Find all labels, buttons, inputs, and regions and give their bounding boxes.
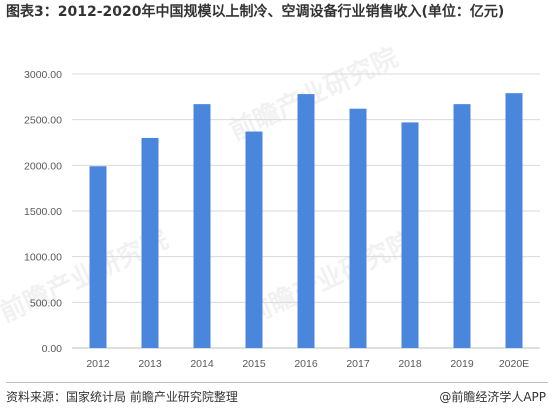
x-tick-label: 2014 bbox=[190, 358, 214, 370]
bar-2020E bbox=[505, 93, 523, 349]
y-tick-label: 3000.00 bbox=[24, 69, 62, 81]
x-tick-label: 2012 bbox=[86, 358, 110, 370]
bar-2013 bbox=[141, 137, 159, 348]
bar-2019 bbox=[453, 104, 471, 348]
bar-2018 bbox=[401, 122, 419, 348]
bar-2015 bbox=[245, 131, 263, 348]
source-text: 资料来源：国家统计局 前瞻产业研究院整理 bbox=[6, 390, 238, 404]
bar-chart: 0.00 500.00 1000.00 1500.00 2000.00 2500.00 30… bbox=[24, 69, 540, 370]
y-axis-ticks: 0.00 500.00 1000.00 1500.00 2000.00 2500.00 30… bbox=[24, 69, 62, 355]
bar-2012 bbox=[89, 166, 107, 348]
y-tick-label: 0.00 bbox=[42, 343, 63, 355]
x-axis-ticks: 2012 2013 2014 2015 2016 2017 2018 2019 2020E bbox=[86, 358, 529, 370]
y-tick-label: 2500.00 bbox=[24, 115, 62, 127]
bar-2016 bbox=[297, 94, 315, 349]
x-tick-label: 2013 bbox=[138, 358, 162, 370]
bar-2014 bbox=[193, 104, 211, 348]
x-tick-label: 2016 bbox=[294, 358, 318, 370]
x-tick-label: 2018 bbox=[398, 358, 422, 370]
x-tick-label: 2017 bbox=[346, 358, 370, 370]
y-tick-label: 1500.00 bbox=[24, 206, 62, 218]
x-tick-label: 2019 bbox=[450, 358, 474, 370]
y-tick-label: 2000.00 bbox=[24, 160, 62, 172]
chart-title: 图表3：2012-2020年中国规模以上制冷、空调设备行业销售收入(单位：亿元) bbox=[6, 4, 505, 20]
x-tick-label: 2015 bbox=[242, 358, 266, 370]
y-tick-label: 1000.00 bbox=[24, 252, 62, 264]
footer-divider bbox=[6, 382, 548, 383]
bar-2017 bbox=[349, 108, 367, 348]
y-tick-label: 500.00 bbox=[30, 297, 62, 309]
bars bbox=[89, 93, 523, 349]
x-tick-label: 2020E bbox=[499, 358, 529, 370]
credit-text: @前瞻经济学人APP bbox=[439, 390, 546, 404]
